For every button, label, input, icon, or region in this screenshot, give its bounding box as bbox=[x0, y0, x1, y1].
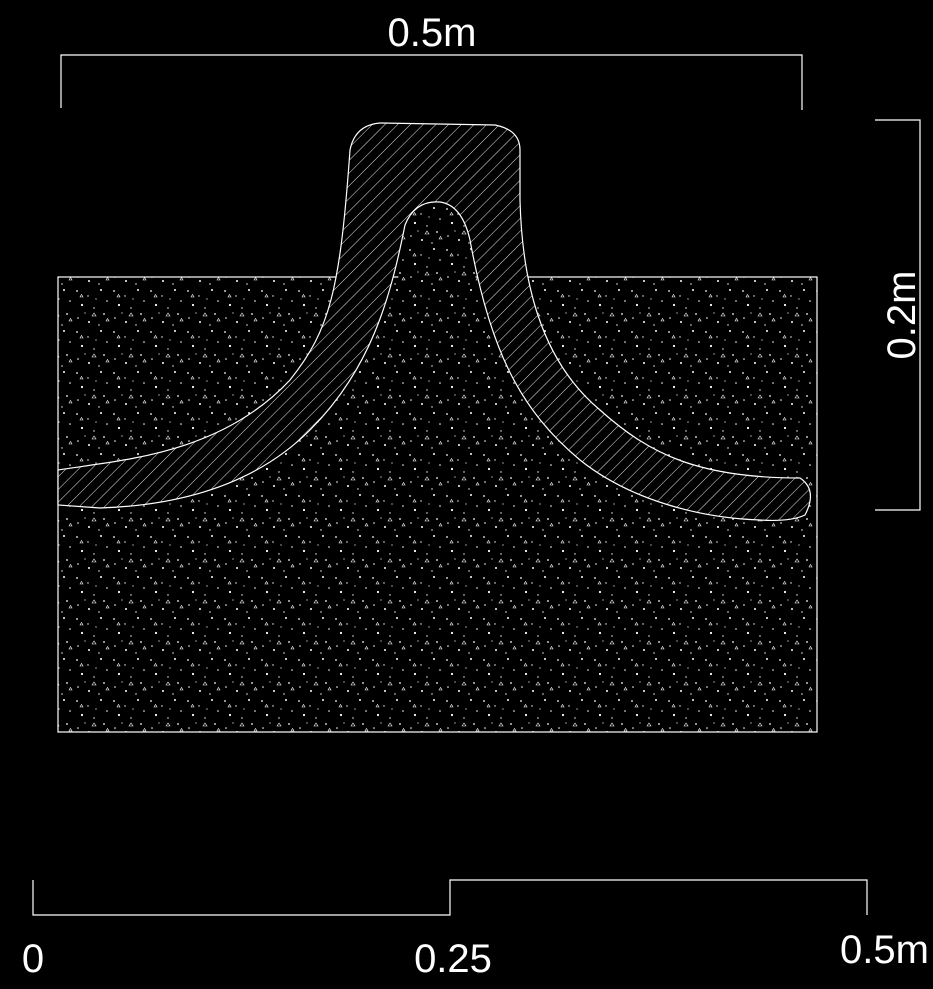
hatched-section bbox=[57, 122, 811, 522]
scale-label: 0.25 bbox=[414, 937, 492, 981]
height-dimension bbox=[875, 119, 921, 511]
height-label: 0.2m bbox=[880, 271, 924, 360]
width-label: 0.5m bbox=[388, 11, 477, 55]
concrete-core bbox=[398, 201, 476, 280]
scale-bar bbox=[32, 879, 868, 916]
width-dimension bbox=[60, 54, 803, 110]
scale-label: 0 bbox=[22, 937, 44, 981]
scale-label: 0.5m bbox=[840, 928, 929, 972]
